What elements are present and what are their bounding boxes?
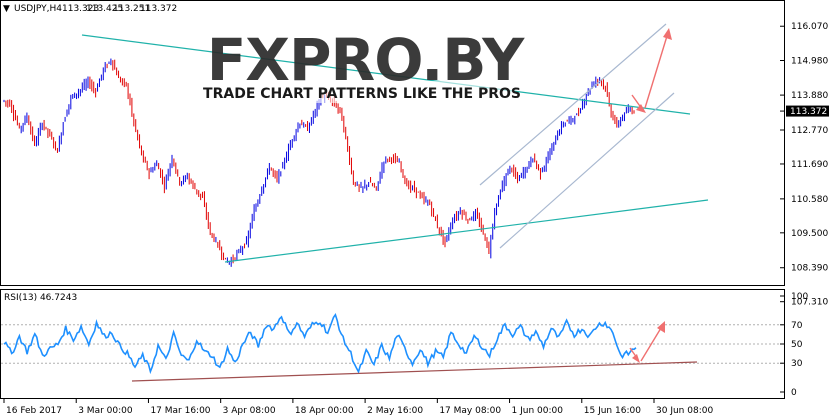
trendlines	[81, 23, 709, 263]
time-axis: 16 Feb 2017 3 Mar 00:00 17 Mar 16:00 3 Apr …	[3, 399, 713, 416]
rsi-down-arrow-head	[632, 354, 640, 363]
open-value: 113.323	[62, 4, 99, 14]
low-value: 113.251	[113, 4, 150, 14]
rsi-axis: 100 70 50 30 0	[780, 292, 808, 398]
rsi-tick-label: 70	[791, 321, 803, 331]
time-tick-label: 3 Mar 00:00	[78, 406, 133, 416]
rsi-tick-label: 30	[791, 359, 803, 369]
rsi-up-arrow-shaft	[640, 327, 662, 362]
rsi-trendline	[131, 361, 698, 382]
price-axis: 116.070 114.980 113.880 112.770 111.690 110.5…	[780, 22, 828, 308]
resistance-trendline	[81, 34, 691, 115]
rsi-tick-label: 50	[791, 340, 803, 350]
forecast-arrows	[631, 28, 672, 113]
price-tick-label: 114.980	[791, 57, 828, 67]
time-tick-label: 16 Feb 2017	[6, 406, 62, 416]
rsi-tick-label: 100	[791, 292, 808, 302]
price-tick-label: 110.580	[791, 195, 828, 205]
header-arrow: ▼	[3, 4, 10, 14]
time-tick-label: 30 Jun 08:00	[656, 406, 713, 416]
up-arrow-head	[663, 28, 672, 40]
time-tick-label: 2 May 16:00	[367, 406, 423, 416]
time-tick-label: 17 Mar 16:00	[150, 406, 210, 416]
down-arrow-head	[636, 104, 646, 113]
current-price-box	[786, 105, 829, 117]
time-tick-label: 1 Jun 00:00	[512, 406, 564, 416]
watermark-tagline-band	[216, 81, 512, 103]
price-tick-label: 108.390	[791, 264, 828, 274]
time-tick-label: 15 Jun 16:00	[584, 406, 641, 416]
candles	[3, 58, 635, 267]
rsi-title: RSI(13) 46.7243	[4, 293, 77, 303]
rsi-line	[3, 313, 637, 375]
time-tick-label: 18 Apr 00:00	[295, 406, 354, 416]
current-price-marker: 113.372	[780, 105, 829, 117]
current-price-label: 113.372	[790, 107, 827, 117]
price-tick-label: 112.770	[791, 126, 828, 136]
rsi-tick-label: 0	[791, 388, 797, 398]
high-value: 113.425	[86, 4, 123, 14]
channel-upper	[479, 23, 667, 186]
watermark-tagline: TRADE CHART PATTERNS LIKE THE PROS	[203, 86, 521, 102]
time-tick-label: 17 May 08:00	[439, 406, 501, 416]
price-tick-label: 111.690	[791, 160, 828, 170]
support-trendline	[224, 199, 709, 263]
symbol-label: USDJPY,H4	[14, 4, 62, 14]
time-tick-label: 3 Apr 08:00	[223, 406, 276, 416]
price-tick-label: 116.070	[791, 22, 828, 32]
up-arrow-shaft	[644, 35, 668, 109]
price-tick-label: 109.500	[791, 229, 828, 239]
price-tick-label: 113.880	[791, 91, 828, 101]
symbol-header: ▼ USDJPY,H4 113.323 113.425 113.251 113.…	[3, 4, 177, 14]
main-panel	[0, 0, 785, 286]
rsi-up-arrow-head	[657, 321, 665, 333]
rsi-forecast-arrows	[629, 321, 665, 363]
fxpro-watermark: FXPRO.BY TRADE CHART PATTERNS LIKE THE P…	[203, 26, 526, 103]
price-tick-label: 107.310	[791, 298, 828, 308]
close-value: 113.372	[140, 4, 177, 14]
channel-lower	[499, 92, 675, 249]
